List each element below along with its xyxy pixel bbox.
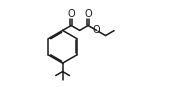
Text: O: O <box>84 9 92 19</box>
Text: O: O <box>67 9 75 19</box>
Text: O: O <box>93 25 100 35</box>
